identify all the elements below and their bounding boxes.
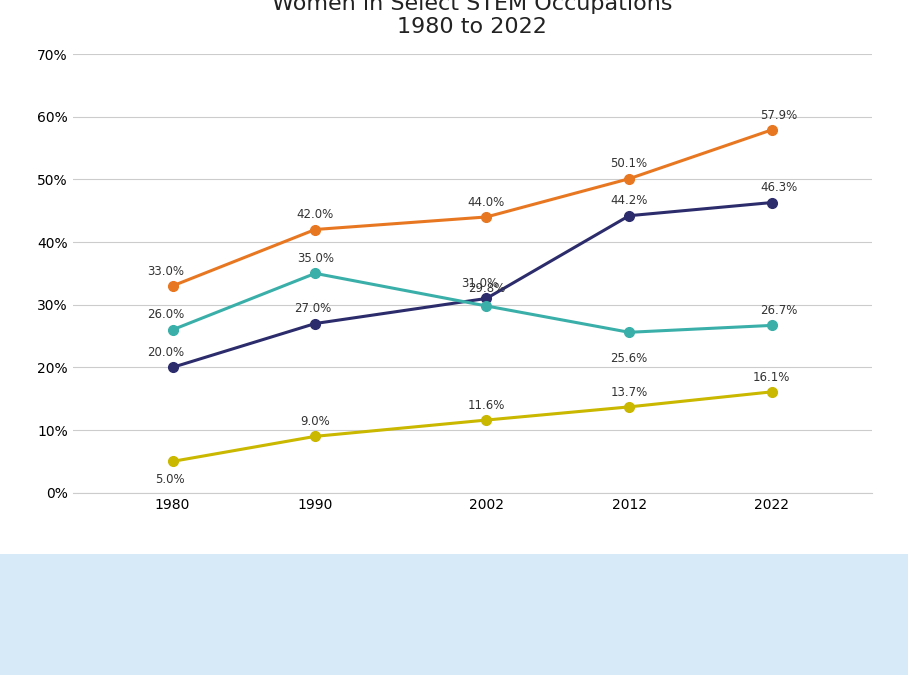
Text: 26.7%: 26.7% (760, 304, 797, 317)
Text: 25.6%: 25.6% (610, 352, 647, 364)
Text: 31.0%: 31.0% (461, 277, 498, 290)
Text: 16.1%: 16.1% (753, 371, 791, 383)
Title: Women in Select STEM Occupations
1980 to 2022: Women in Select STEM Occupations 1980 to… (271, 0, 673, 37)
Text: 44.0%: 44.0% (468, 196, 505, 209)
Text: 46.3%: 46.3% (760, 181, 797, 194)
Text: 20.0%: 20.0% (147, 346, 184, 359)
Text: 13.7%: 13.7% (610, 385, 647, 398)
Text: 44.2%: 44.2% (610, 194, 647, 207)
Text: 11.6%: 11.6% (468, 399, 505, 412)
Text: 27.0%: 27.0% (294, 302, 331, 315)
Text: 9.0%: 9.0% (301, 415, 331, 428)
Text: 29.8%: 29.8% (468, 282, 505, 295)
Text: 26.0%: 26.0% (147, 308, 184, 321)
Text: 35.0%: 35.0% (297, 252, 334, 265)
Text: 57.9%: 57.9% (760, 109, 797, 121)
Legend: Architecture and Engineering, Biological scientists, Chemists and materials scie: Architecture and Engineering, Biological… (181, 556, 764, 599)
Text: 33.0%: 33.0% (147, 265, 184, 277)
Text: Sources: (1) Corbett, C., & Hill, C. (2015). Solving the Equation: The Variables: Sources: (1) Corbett, C., & Hill, C. (20… (36, 589, 872, 628)
Text: 5.0%: 5.0% (155, 472, 184, 485)
Text: 42.0%: 42.0% (297, 208, 334, 221)
Text: 50.1%: 50.1% (610, 157, 647, 170)
